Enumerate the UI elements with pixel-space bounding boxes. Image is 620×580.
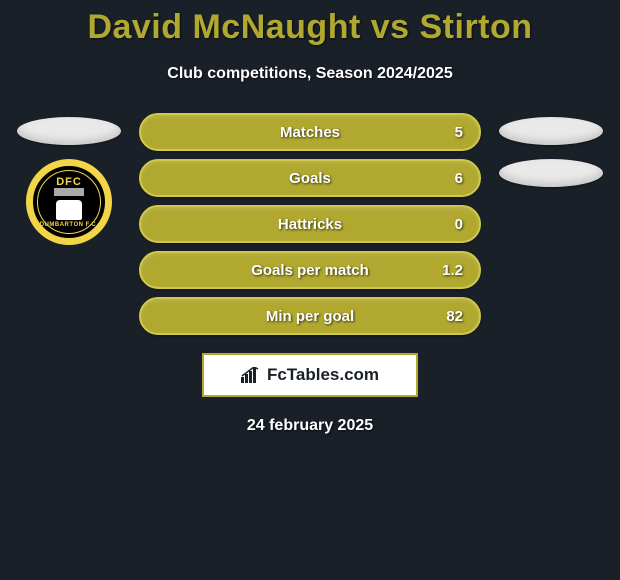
brand-text: FcTables.com [267, 365, 379, 385]
stat-label: Hattricks [278, 216, 342, 233]
stat-bar-min-per-goal: Min per goal 82 [139, 297, 481, 335]
page-title: David McNaught vs Stirton [0, 8, 620, 47]
stat-value: 0 [455, 216, 463, 233]
stat-label: Goals [289, 170, 331, 187]
badge-elephant-icon [56, 200, 82, 220]
stats-column: Matches 5 Goals 6 Hattricks 0 Goals per … [139, 113, 481, 335]
stat-label: Min per goal [266, 308, 354, 325]
right-column [499, 113, 603, 187]
club-badge: DFC DUMBARTON F.C. [26, 159, 112, 245]
stat-label: Goals per match [251, 262, 369, 279]
player-pill-right-2 [499, 159, 603, 187]
player-pill-left [17, 117, 121, 145]
player-pill-right-1 [499, 117, 603, 145]
stat-label: Matches [280, 124, 340, 141]
stat-value: 1.2 [442, 262, 463, 279]
stat-bar-goals-per-match: Goals per match 1.2 [139, 251, 481, 289]
footer-date: 24 february 2025 [0, 417, 620, 435]
left-column: DFC DUMBARTON F.C. [17, 113, 121, 245]
badge-bottom-text: DUMBARTON F.C. [40, 222, 99, 229]
stat-value: 82 [446, 308, 463, 325]
stat-bar-hattricks: Hattricks 0 [139, 205, 481, 243]
badge-castle-icon [54, 188, 84, 196]
content-row: DFC DUMBARTON F.C. Matches 5 Goals 6 Hat… [0, 113, 620, 335]
bar-chart-icon [241, 367, 261, 383]
stat-value: 5 [455, 124, 463, 141]
brand-box: FcTables.com [202, 353, 418, 397]
stat-bar-goals: Goals 6 [139, 159, 481, 197]
stat-bar-matches: Matches 5 [139, 113, 481, 151]
stat-value: 6 [455, 170, 463, 187]
club-badge-inner: DFC DUMBARTON F.C. [37, 170, 101, 234]
infographic-container: David McNaught vs Stirton Club competiti… [0, 0, 620, 435]
page-subtitle: Club competitions, Season 2024/2025 [0, 65, 620, 83]
badge-top-text: DFC [56, 176, 82, 188]
